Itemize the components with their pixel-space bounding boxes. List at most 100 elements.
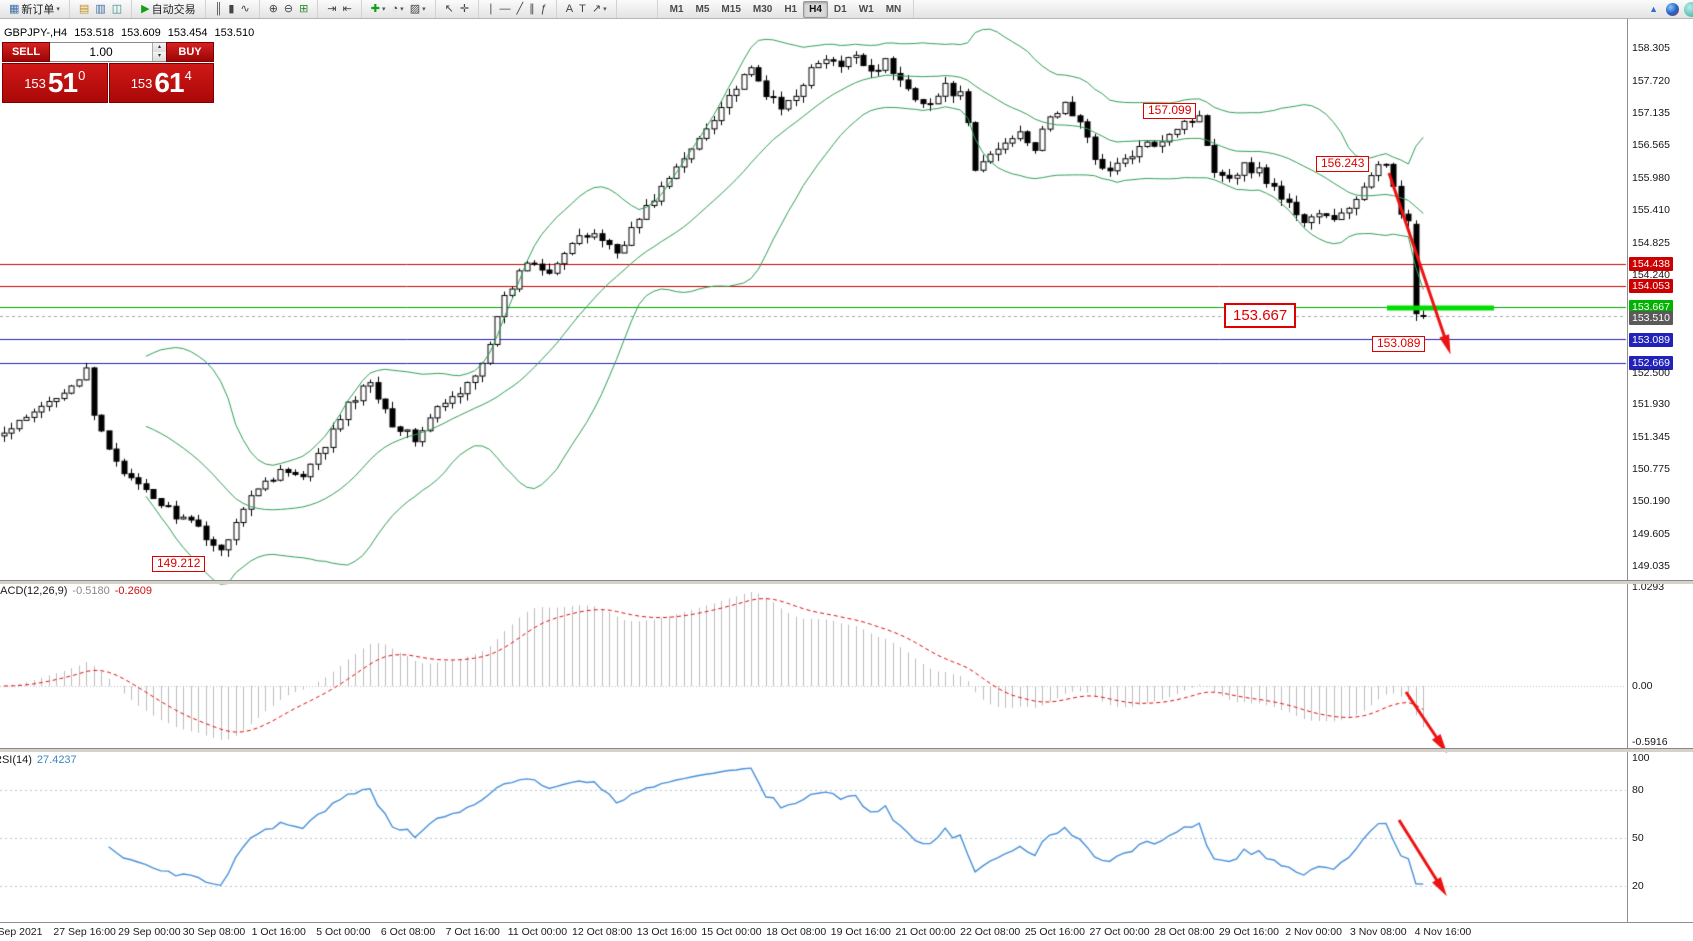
candlestick-chart-button[interactable]: ▮ bbox=[225, 1, 237, 17]
volume-decrease-button[interactable]: ▾ bbox=[153, 52, 166, 61]
time-label: 5 Oct 00:00 bbox=[316, 926, 371, 938]
timeframe-h4-button[interactable]: H4 bbox=[803, 0, 828, 18]
time-axis[interactable]: Sep 2021 27 Sep 16:00 29 Sep 00:00 30 Sep 0… bbox=[0, 922, 1693, 941]
channel-button[interactable]: ∥ bbox=[526, 1, 538, 17]
timeframe-d1-button[interactable]: D1 bbox=[833, 3, 847, 15]
macd-indicator-label: MACD(12,26,9) -0.5180 -0.2609 bbox=[0, 585, 152, 597]
axis-label-153.510: 153.510 bbox=[1629, 311, 1673, 325]
close-value: 153.510 bbox=[214, 27, 255, 39]
sell-price-button[interactable]: 153 51 0 bbox=[2, 63, 108, 103]
crosshair-button[interactable]: ✛ bbox=[457, 1, 472, 17]
scroll-up-icon[interactable]: ▲ bbox=[1646, 1, 1661, 17]
price-callout-153.667[interactable]: 153.667 bbox=[1224, 303, 1297, 329]
tile-windows-button[interactable]: ⊞ bbox=[296, 1, 311, 17]
tile-windows-icon: ⊞ bbox=[299, 2, 309, 15]
timeframe-m30-button[interactable]: M30 bbox=[752, 3, 773, 15]
volume-value[interactable]: 1.00 bbox=[89, 45, 113, 59]
channel-icon: ∥ bbox=[529, 2, 535, 15]
timeframe-h1-button[interactable]: H1 bbox=[784, 3, 798, 15]
indicators-button[interactable]: ✚ ▾ bbox=[368, 1, 389, 17]
volume-field[interactable]: 1.00 ▴ ▾ bbox=[50, 42, 166, 62]
timeframe-group: M1 M5 M15 M30 H1 H4 D1 W1 MN bbox=[656, 0, 915, 18]
axis-label-154.825: 154.825 bbox=[1632, 237, 1670, 249]
auto-scroll-button[interactable]: ⇥ bbox=[324, 1, 339, 17]
time-label: 1 Oct 16:00 bbox=[251, 926, 306, 938]
buy-button[interactable]: BUY bbox=[166, 42, 214, 62]
cursor-button[interactable]: ↖ bbox=[442, 1, 457, 17]
price-callout-157.099[interactable]: 157.099 bbox=[1143, 103, 1197, 119]
arrows-button[interactable]: ↗ ▾ bbox=[589, 1, 610, 17]
templates-icon: ▨ bbox=[409, 2, 421, 15]
price-axis[interactable]: 158.305 157.720 157.135 156.565 155.980 155.4… bbox=[1627, 18, 1693, 922]
cursor-icon: ↖ bbox=[444, 2, 454, 15]
timeframe-mn-button[interactable]: MN bbox=[885, 3, 902, 15]
time-label: 19 Oct 16:00 bbox=[830, 926, 891, 938]
time-label: 3 Nov 08:00 bbox=[1349, 926, 1407, 938]
time-label: 18 Oct 08:00 bbox=[766, 926, 827, 938]
timeframe-m1-button[interactable]: M1 bbox=[669, 3, 684, 15]
volume-increase-button[interactable]: ▴ bbox=[153, 43, 166, 52]
axis-label-150.190: 150.190 bbox=[1632, 495, 1670, 507]
price-callout-153.089[interactable]: 153.089 bbox=[1372, 336, 1426, 352]
sell-button[interactable]: SELL bbox=[2, 42, 50, 62]
one-click-trading-panel: SELL 1.00 ▴ ▾ BUY 153 51 0 153 61 4 bbox=[2, 42, 214, 103]
timeframe-w1-button[interactable]: W1 bbox=[858, 3, 874, 15]
line-chart-icon: ∿ bbox=[240, 2, 250, 15]
zoom-out-button[interactable]: ⊖ bbox=[281, 1, 296, 17]
text-button[interactable]: A bbox=[563, 1, 576, 17]
buy-price-point: 4 bbox=[184, 67, 192, 83]
timeframe-m5-button[interactable]: M5 bbox=[695, 3, 710, 15]
time-label: 21 Oct 00:00 bbox=[895, 926, 956, 938]
new-order-icon: ▦ bbox=[9, 2, 20, 15]
bar-chart-button[interactable]: ║ bbox=[212, 1, 226, 17]
new-chart-icon: ▤ bbox=[78, 2, 90, 15]
toolbar-group: ▦ 新订单 ▾ bbox=[0, 0, 70, 18]
templates-button[interactable]: ▨ ▾ bbox=[407, 1, 429, 17]
profiles-button[interactable]: ▥ bbox=[92, 1, 108, 17]
time-label: Sep 2021 bbox=[0, 926, 43, 938]
text-label-button[interactable]: T bbox=[576, 1, 589, 17]
community-sphere-icon[interactable] bbox=[1666, 2, 1679, 16]
axis-label-154.053: 154.053 bbox=[1629, 279, 1673, 293]
text-icon: A bbox=[565, 2, 574, 15]
status-circle-icon[interactable] bbox=[1684, 1, 1693, 17]
toolbar-group: ✚ ▾ ◔ ▾ ▨ ▾ bbox=[362, 0, 436, 18]
periods-icon: ◔ bbox=[391, 2, 399, 15]
time-label: 27 Oct 00:00 bbox=[1089, 926, 1150, 938]
timeframe-m15-button[interactable]: M15 bbox=[721, 3, 741, 15]
time-label: 4 Nov 16:00 bbox=[1414, 926, 1472, 938]
chart-shift-button[interactable]: ⇤ bbox=[340, 1, 355, 17]
panel-separator-rsi[interactable] bbox=[0, 748, 1693, 752]
market-watch-button[interactable]: ◫ bbox=[109, 1, 125, 17]
sell-price-point: 0 bbox=[78, 67, 86, 83]
autotrading-button-label: 自动交易 bbox=[151, 4, 196, 16]
price-callout-149.212[interactable]: 149.212 bbox=[152, 556, 206, 572]
axis-label-149.605: 149.605 bbox=[1632, 528, 1670, 540]
price-chart-canvas[interactable] bbox=[0, 18, 1693, 922]
macd-main-value: -0.5180 bbox=[72, 585, 110, 597]
toolbar-group: ∣ ― ╱ ∥ ƒ bbox=[479, 0, 557, 18]
new-order-button[interactable]: ▦ 新订单 ▾ bbox=[6, 1, 63, 17]
vertical-line-button[interactable]: ∣ bbox=[485, 1, 497, 17]
rsi-value: 27.4237 bbox=[36, 754, 77, 766]
rsi-indicator-label: RSI(14) 27.4237 bbox=[0, 754, 77, 766]
sell-price-prefix: 153 bbox=[24, 75, 46, 91]
horizontal-line-button[interactable]: ― bbox=[497, 1, 514, 17]
indicators-icon: ✚ bbox=[370, 2, 380, 15]
axis-label-80: 80 bbox=[1632, 784, 1644, 796]
horizontal-line-icon: ― bbox=[499, 2, 511, 15]
panel-separator-macd[interactable] bbox=[0, 580, 1693, 584]
arrows-icon: ↗ bbox=[591, 2, 602, 15]
toolbar-icon-groups: ▦ 新订单 ▾ ▤ ▥ ◫ ▶ 自动交易 ║ ▮ ∿ ⊕ ⊖ ⊞ ⇥ ⇤ ✚ ▾ ◔ ▾ ▨ ▾ ↖ ✛ ∣ ― ╱ ∥ ƒ A T ↗ ▾ bbox=[0, 0, 617, 18]
autotrading-button[interactable]: ▶ 自动交易 bbox=[138, 1, 198, 17]
time-label: 15 Oct 00:00 bbox=[701, 926, 762, 938]
zoom-in-button[interactable]: ⊕ bbox=[266, 1, 281, 17]
fibonacci-button[interactable]: ƒ bbox=[538, 1, 550, 17]
line-chart-button[interactable]: ∿ bbox=[237, 1, 252, 17]
new-chart-button[interactable]: ▤ bbox=[76, 1, 92, 17]
buy-price-button[interactable]: 153 61 4 bbox=[108, 63, 214, 103]
trendline-button[interactable]: ╱ bbox=[514, 1, 527, 17]
chart-window: GBPJPY-,H4 153.518 153.609 153.454 153.5… bbox=[0, 18, 1693, 941]
price-callout-156.243[interactable]: 156.243 bbox=[1316, 156, 1370, 172]
periods-button[interactable]: ◔ ▾ bbox=[389, 1, 407, 17]
